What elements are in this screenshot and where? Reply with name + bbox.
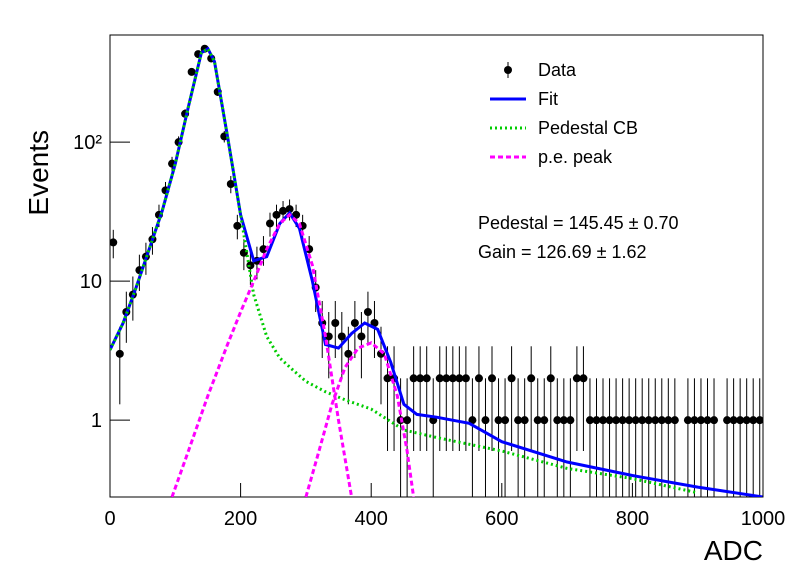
plot-frame — [109, 34, 764, 498]
data-point — [533, 416, 542, 425]
x-axis-label: ADC — [704, 535, 763, 566]
data-point — [605, 416, 614, 425]
data-point — [409, 374, 418, 383]
x-tick-label: 200 — [224, 508, 257, 530]
data-point — [703, 416, 712, 425]
data-point — [670, 416, 679, 425]
y-axis-label: Events — [23, 130, 54, 216]
data-point — [422, 374, 431, 383]
data-point — [657, 416, 666, 425]
data-point — [285, 205, 294, 214]
data-point — [546, 374, 555, 383]
data-point — [729, 416, 738, 425]
data-point — [416, 374, 425, 383]
data-point — [736, 416, 745, 425]
data-point — [357, 332, 366, 341]
data-point — [461, 374, 470, 383]
data-point — [474, 374, 483, 383]
data-point — [723, 416, 732, 425]
data-point — [279, 206, 288, 215]
data-point — [494, 416, 503, 425]
data-point — [520, 416, 529, 425]
x-tick-label: 600 — [485, 508, 518, 530]
data-point — [612, 416, 621, 425]
data-point — [651, 416, 660, 425]
data-point — [110, 238, 118, 247]
data-point — [540, 416, 549, 425]
x-tick-label: 0 — [104, 508, 115, 530]
legend-label: Fit — [538, 89, 558, 109]
data-point — [625, 416, 634, 425]
data-point — [514, 416, 523, 425]
data-point — [599, 416, 608, 425]
data-point — [527, 374, 536, 383]
data-point — [363, 307, 372, 316]
data-point — [566, 416, 575, 425]
data-point — [631, 416, 640, 425]
legend-label: Data — [538, 60, 577, 80]
plot-area — [110, 44, 763, 497]
data-point — [259, 245, 268, 254]
data-point — [442, 374, 451, 383]
legend-label: p.e. peak — [538, 147, 613, 167]
y-tick-label: 10 — [80, 271, 102, 293]
data-point — [644, 416, 653, 425]
data-point — [337, 332, 346, 341]
data-point — [272, 210, 281, 219]
data-point — [468, 416, 477, 425]
data-point — [553, 416, 562, 425]
data-point — [749, 416, 758, 425]
data-point — [233, 221, 242, 230]
curve — [110, 46, 699, 495]
data-point — [265, 219, 274, 228]
data-point — [572, 374, 581, 383]
data-point — [696, 416, 705, 425]
data-point — [226, 179, 235, 188]
data-point — [383, 374, 392, 383]
annotation: Gain = 126.69 ± 1.62 — [478, 242, 647, 262]
legend-label: Pedestal CB — [538, 118, 638, 138]
data-point — [488, 374, 497, 383]
data-point — [710, 416, 719, 425]
data-point — [350, 318, 359, 327]
data-point — [115, 349, 124, 358]
curve — [110, 46, 763, 497]
x-tick-label: 800 — [616, 508, 649, 530]
data-point — [187, 67, 196, 76]
annotation: Pedestal = 145.45 ± 0.70 — [478, 213, 679, 233]
data-point — [585, 416, 594, 425]
data-point — [592, 416, 601, 425]
data-point — [501, 416, 510, 425]
data-point — [370, 318, 379, 327]
curve — [170, 212, 416, 497]
data-point — [683, 416, 692, 425]
data-point — [638, 416, 647, 425]
data-point — [690, 416, 699, 425]
y-tick-label: 10² — [73, 132, 102, 154]
data-point — [455, 374, 464, 383]
data-point — [448, 374, 457, 383]
data-point — [559, 416, 568, 425]
data-point — [664, 416, 673, 425]
data-point — [324, 332, 333, 341]
data-point — [403, 416, 412, 425]
y-tick-label: 1 — [91, 410, 102, 432]
x-tick-label: 400 — [355, 508, 388, 530]
legend-swatch — [504, 66, 512, 74]
data-point — [331, 318, 340, 327]
x-tick-label: 1000 — [741, 508, 786, 530]
data-point — [579, 374, 588, 383]
data-point — [344, 349, 353, 358]
data-point — [481, 416, 490, 425]
data-point — [507, 374, 516, 383]
data-point — [618, 416, 627, 425]
data-point — [755, 416, 763, 425]
data-point — [435, 374, 444, 383]
data-point — [742, 416, 751, 425]
